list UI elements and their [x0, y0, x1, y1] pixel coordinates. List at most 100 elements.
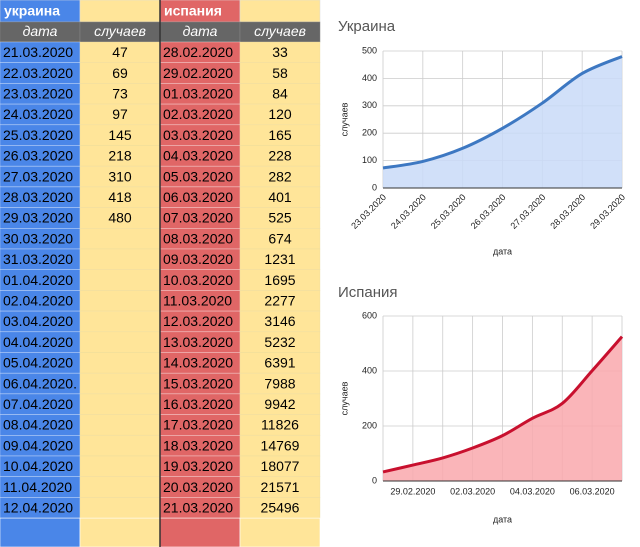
table-cell [79, 434, 161, 457]
table-cell [0, 517, 81, 547]
header-cell [79, 0, 161, 23]
table-cell [159, 517, 241, 547]
y-tick-label: 500 [362, 45, 377, 55]
date-cell: 17.03.2020 [163, 417, 233, 433]
column-header: случаев [254, 23, 306, 39]
header-title: испания [164, 3, 222, 19]
x-axis-label: дата [493, 246, 512, 256]
date-cell: 01.04.2020 [3, 272, 73, 288]
date-cell: 07.03.2020 [163, 210, 233, 226]
x-tick-label: 29.02.2020 [390, 486, 435, 496]
date-cell: 29.02.2020 [163, 65, 233, 81]
table-cell [79, 248, 161, 271]
case-count: 58 [272, 65, 288, 81]
date-cell: 16.03.2020 [163, 396, 233, 412]
date-cell: 10.04.2020 [3, 458, 73, 474]
table-cell [79, 414, 161, 436]
case-count: 282 [268, 168, 292, 184]
x-tick-label: 04.03.2020 [510, 486, 555, 496]
case-count: 418 [108, 189, 132, 205]
y-axis-label: случаев [339, 102, 349, 136]
date-cell: 03.03.2020 [163, 127, 233, 143]
table-cell [79, 269, 161, 291]
date-cell: 08.03.2020 [163, 230, 233, 246]
case-count: 145 [108, 127, 132, 143]
column-header: дата [23, 23, 58, 39]
table-cell [79, 497, 161, 519]
case-count: 14769 [261, 437, 300, 453]
date-cell: 28.03.2020 [3, 189, 73, 205]
case-count: 3146 [264, 313, 295, 329]
case-count: 310 [108, 168, 132, 184]
date-cell: 12.03.2020 [163, 313, 233, 329]
date-cell: 02.04.2020 [3, 292, 73, 308]
date-cell: 09.03.2020 [163, 251, 233, 267]
date-cell: 06.03.2020 [163, 189, 233, 205]
case-count: 11826 [261, 417, 299, 433]
date-cell: 21.03.2020 [163, 499, 233, 515]
y-tick-label: 400 [362, 365, 377, 375]
date-cell: 11.04.2020 [3, 479, 72, 495]
date-cell: 28.02.2020 [163, 44, 233, 60]
date-cell: 15.03.2020 [163, 375, 233, 391]
case-count: 525 [268, 210, 292, 226]
date-cell: 19.03.2020 [163, 458, 233, 474]
table-cell [79, 331, 161, 353]
date-cell: 29.03.2020 [3, 210, 73, 226]
date-cell: 06.04.2020. [3, 375, 77, 391]
case-count: 84 [272, 85, 288, 101]
case-count: 1231 [264, 251, 295, 267]
date-cell: 14.03.2020 [163, 355, 233, 371]
date-cell: 05.03.2020 [163, 168, 233, 184]
date-cell: 20.03.2020 [163, 479, 233, 495]
date-cell: 02.03.2020 [163, 106, 233, 122]
case-count: 9942 [264, 396, 295, 412]
date-cell: 13.03.2020 [163, 334, 233, 350]
date-cell: 12.04.2020 [3, 499, 73, 515]
y-tick-label: 400 [362, 73, 377, 83]
date-cell: 01.03.2020 [163, 85, 233, 101]
case-count: 7988 [264, 375, 295, 391]
case-count: 73 [112, 85, 128, 101]
header-title: украина [4, 3, 60, 19]
case-count: 33 [272, 44, 288, 60]
case-count: 120 [268, 106, 292, 122]
line [382, 335, 624, 474]
table-cell [79, 352, 161, 374]
y-tick-label: 200 [362, 420, 377, 430]
x-tick-label: 02.03.2020 [450, 486, 495, 496]
table-cell [79, 228, 161, 250]
table-cell [79, 372, 161, 395]
x-axis-label: дата [493, 514, 512, 524]
date-cell: 21.03.2020 [3, 44, 73, 60]
table-cell [79, 476, 161, 498]
date-cell: 11.03.2020 [163, 292, 232, 308]
table-cell [79, 517, 161, 547]
date-cell: 30.03.2020 [3, 230, 73, 246]
table-cell [79, 393, 161, 415]
date-cell: 04.04.2020 [3, 334, 73, 350]
chart-title: Испания [338, 284, 398, 301]
case-count: 480 [108, 210, 132, 226]
y-tick-label: 200 [362, 128, 377, 138]
y-tick-label: 600 [362, 310, 377, 320]
y-tick-label: 0 [372, 182, 377, 192]
date-cell: 07.04.2020 [3, 396, 73, 412]
date-cell: 31.03.2020 [3, 251, 73, 267]
case-count: 1695 [264, 272, 295, 288]
y-axis-label: случаев [339, 381, 349, 415]
column-header: дата [183, 23, 218, 39]
date-cell: 09.04.2020 [3, 437, 73, 453]
date-cell: 24.03.2020 [3, 106, 73, 122]
case-count: 69 [112, 65, 128, 81]
case-count: 25496 [261, 499, 300, 515]
date-cell: 25.03.2020 [3, 127, 73, 143]
table-cell [79, 290, 161, 312]
case-count: 18077 [261, 458, 300, 474]
table-cell [79, 310, 161, 333]
date-cell: 03.04.2020 [3, 313, 73, 329]
date-cell: 10.03.2020 [163, 272, 233, 288]
y-tick-label: 0 [372, 475, 377, 485]
date-cell: 08.04.2020 [3, 417, 73, 433]
